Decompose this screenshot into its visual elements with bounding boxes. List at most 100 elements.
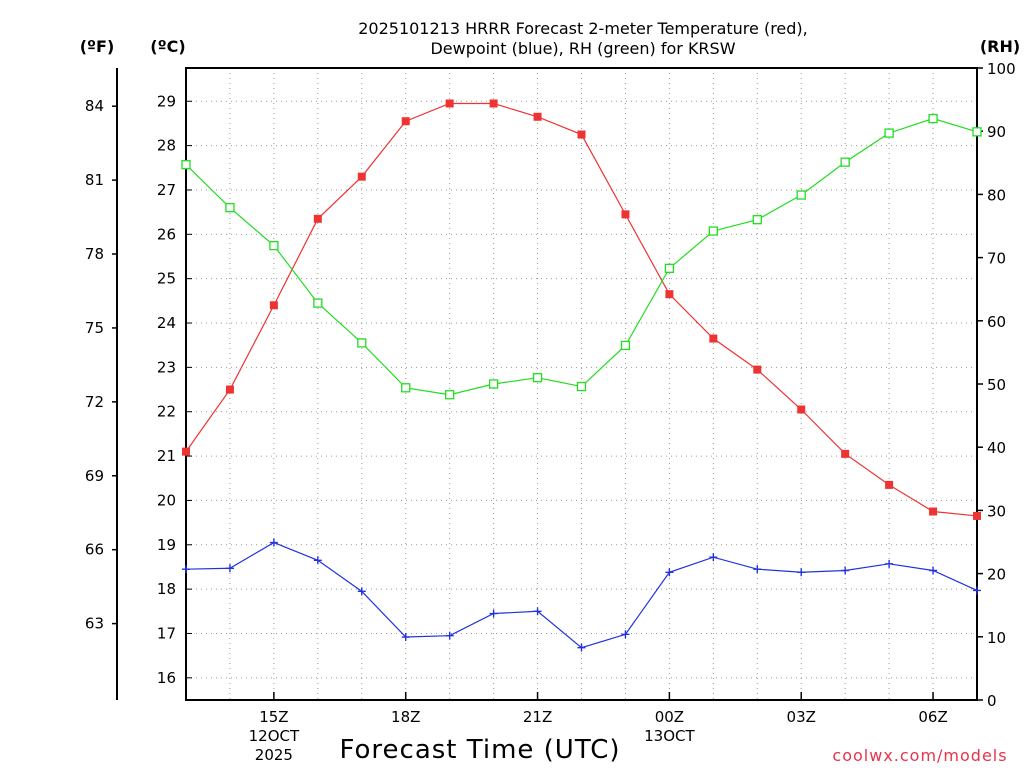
temperature-point-10	[621, 210, 630, 219]
rh-point-7	[488, 379, 499, 389]
temperature-point-11	[665, 290, 674, 299]
dewpoint-point-12	[709, 553, 718, 562]
chart-title-line-2: Dewpoint (blue), RH (green) for KRSW	[430, 39, 735, 58]
rh-point-16	[884, 128, 894, 138]
temperature-point-5	[401, 117, 410, 126]
rh-point-0	[181, 160, 191, 170]
rh-point-12	[708, 226, 718, 236]
x-tick-18-line-0: 18Z	[391, 708, 420, 726]
site-credit: coolwx.com/models	[832, 746, 1007, 765]
rh-tick-70: 70	[987, 250, 1006, 268]
fahrenheit-tick-69: 69	[85, 467, 104, 485]
x-tick-15-line-1: 12OCT	[249, 727, 300, 745]
rh-point-8	[532, 373, 543, 383]
rh-tick-90: 90	[987, 123, 1006, 141]
dewpoint-point-1	[225, 564, 234, 573]
temperature-point-4	[357, 172, 366, 181]
dewpoint-point-8	[533, 607, 542, 616]
fahrenheit-tick-72: 72	[85, 393, 104, 411]
rh-tick-100: 100	[987, 60, 1016, 78]
temperature-point-1	[225, 385, 234, 394]
temperature-point-18	[973, 511, 981, 520]
dewpoint-point-6	[445, 631, 454, 640]
temperature-point-17	[929, 507, 938, 516]
celsius-tick-20: 20	[157, 491, 176, 509]
rh-tick-60: 60	[987, 313, 1006, 331]
dewpoint-point-11	[665, 568, 674, 577]
chart-axes	[112, 67, 983, 701]
temperature-line	[185, 102, 978, 517]
celsius-tick-24: 24	[157, 314, 176, 332]
x-tick-24-line-1: 13OCT	[644, 727, 695, 745]
x-tick-30-line-0: 06Z	[918, 708, 947, 726]
chart-title-line-1: 2025101213 HRRR Forecast 2-meter Tempera…	[358, 19, 808, 38]
temperature-point-12	[709, 334, 718, 343]
x-tick-15-line-0: 15Z	[259, 708, 288, 726]
celsius-tick-19: 19	[157, 536, 176, 554]
temperature-point-16	[885, 480, 894, 489]
dewpoint-point-15	[841, 566, 850, 575]
rh-point-13	[752, 215, 762, 225]
temperature-point-7	[489, 99, 498, 108]
temperature-point-9	[577, 130, 586, 139]
rh-point-9	[576, 381, 587, 392]
x-tick-21-line-0: 21Z	[523, 708, 552, 726]
fahrenheit-unit-label: (ºF)	[80, 37, 115, 56]
series-rh	[181, 113, 982, 400]
dewpoint-point-3	[313, 556, 322, 565]
dewpoint-point-14	[797, 568, 806, 577]
temperature-point-3	[313, 214, 322, 223]
celsius-tick-21: 21	[157, 447, 176, 465]
rh-point-1	[225, 203, 235, 213]
series-dewpoint	[182, 538, 981, 652]
rh-point-5	[401, 383, 411, 393]
data-series	[181, 99, 982, 652]
fahrenheit-tick-78: 78	[85, 245, 104, 263]
temperature-point-8	[533, 112, 542, 121]
dewpoint-point-13	[753, 565, 762, 574]
celsius-tick-29: 29	[157, 92, 176, 110]
rh-point-11	[664, 263, 675, 273]
celsius-unit-label: (ºC)	[150, 37, 185, 56]
x-axis-label: Forecast Time (UTC)	[339, 735, 620, 765]
fahrenheit-tick-75: 75	[85, 319, 104, 337]
fahrenheit-tick-66: 66	[85, 541, 104, 559]
celsius-tick-27: 27	[157, 181, 176, 199]
x-tick-27-line-0: 03Z	[787, 708, 816, 726]
y-tick-labels: 16 17 18 19 20 21 22 23 24 25 26 27 28 29 63 66 69 72 75 78…	[85, 60, 1016, 710]
rh-point-17	[928, 113, 938, 124]
rh-tick-10: 10	[987, 629, 1006, 647]
dewpoint-point-16	[885, 559, 894, 568]
celsius-tick-26: 26	[157, 225, 176, 243]
celsius-tick-25: 25	[157, 270, 176, 288]
temperature-point-14	[797, 405, 806, 414]
temperature-point-15	[841, 449, 850, 458]
temperature-point-0	[182, 447, 190, 456]
x-tick-15-line-2: 2025	[255, 746, 293, 764]
rh-point-4	[357, 338, 367, 348]
rh-unit-label: (RH)	[980, 37, 1020, 56]
celsius-tick-22: 22	[157, 403, 176, 421]
rh-tick-0: 0	[987, 692, 997, 710]
celsius-tick-17: 17	[157, 624, 176, 642]
rh-tick-50: 50	[987, 376, 1006, 394]
x-tick-24-line-0: 00Z	[655, 708, 684, 726]
dewpoint-point-4	[357, 587, 366, 596]
temperature-point-6	[445, 99, 454, 108]
rh-point-6	[445, 390, 455, 400]
dewpoint-point-7	[489, 609, 498, 618]
chart-title: 2025101213 HRRR Forecast 2-meter Tempera…	[358, 19, 808, 58]
series-temperature	[182, 99, 981, 520]
rh-tick-80: 80	[987, 186, 1006, 204]
fahrenheit-tick-84: 84	[85, 97, 104, 115]
rh-point-14	[796, 190, 806, 200]
fahrenheit-tick-63: 63	[85, 615, 104, 633]
rh-tick-20: 20	[987, 566, 1006, 584]
dewpoint-point-0	[182, 565, 190, 574]
temperature-point-13	[753, 365, 762, 374]
dewpoint-point-9	[577, 643, 586, 652]
rh-point-2	[269, 240, 279, 251]
celsius-tick-18: 18	[157, 580, 176, 598]
